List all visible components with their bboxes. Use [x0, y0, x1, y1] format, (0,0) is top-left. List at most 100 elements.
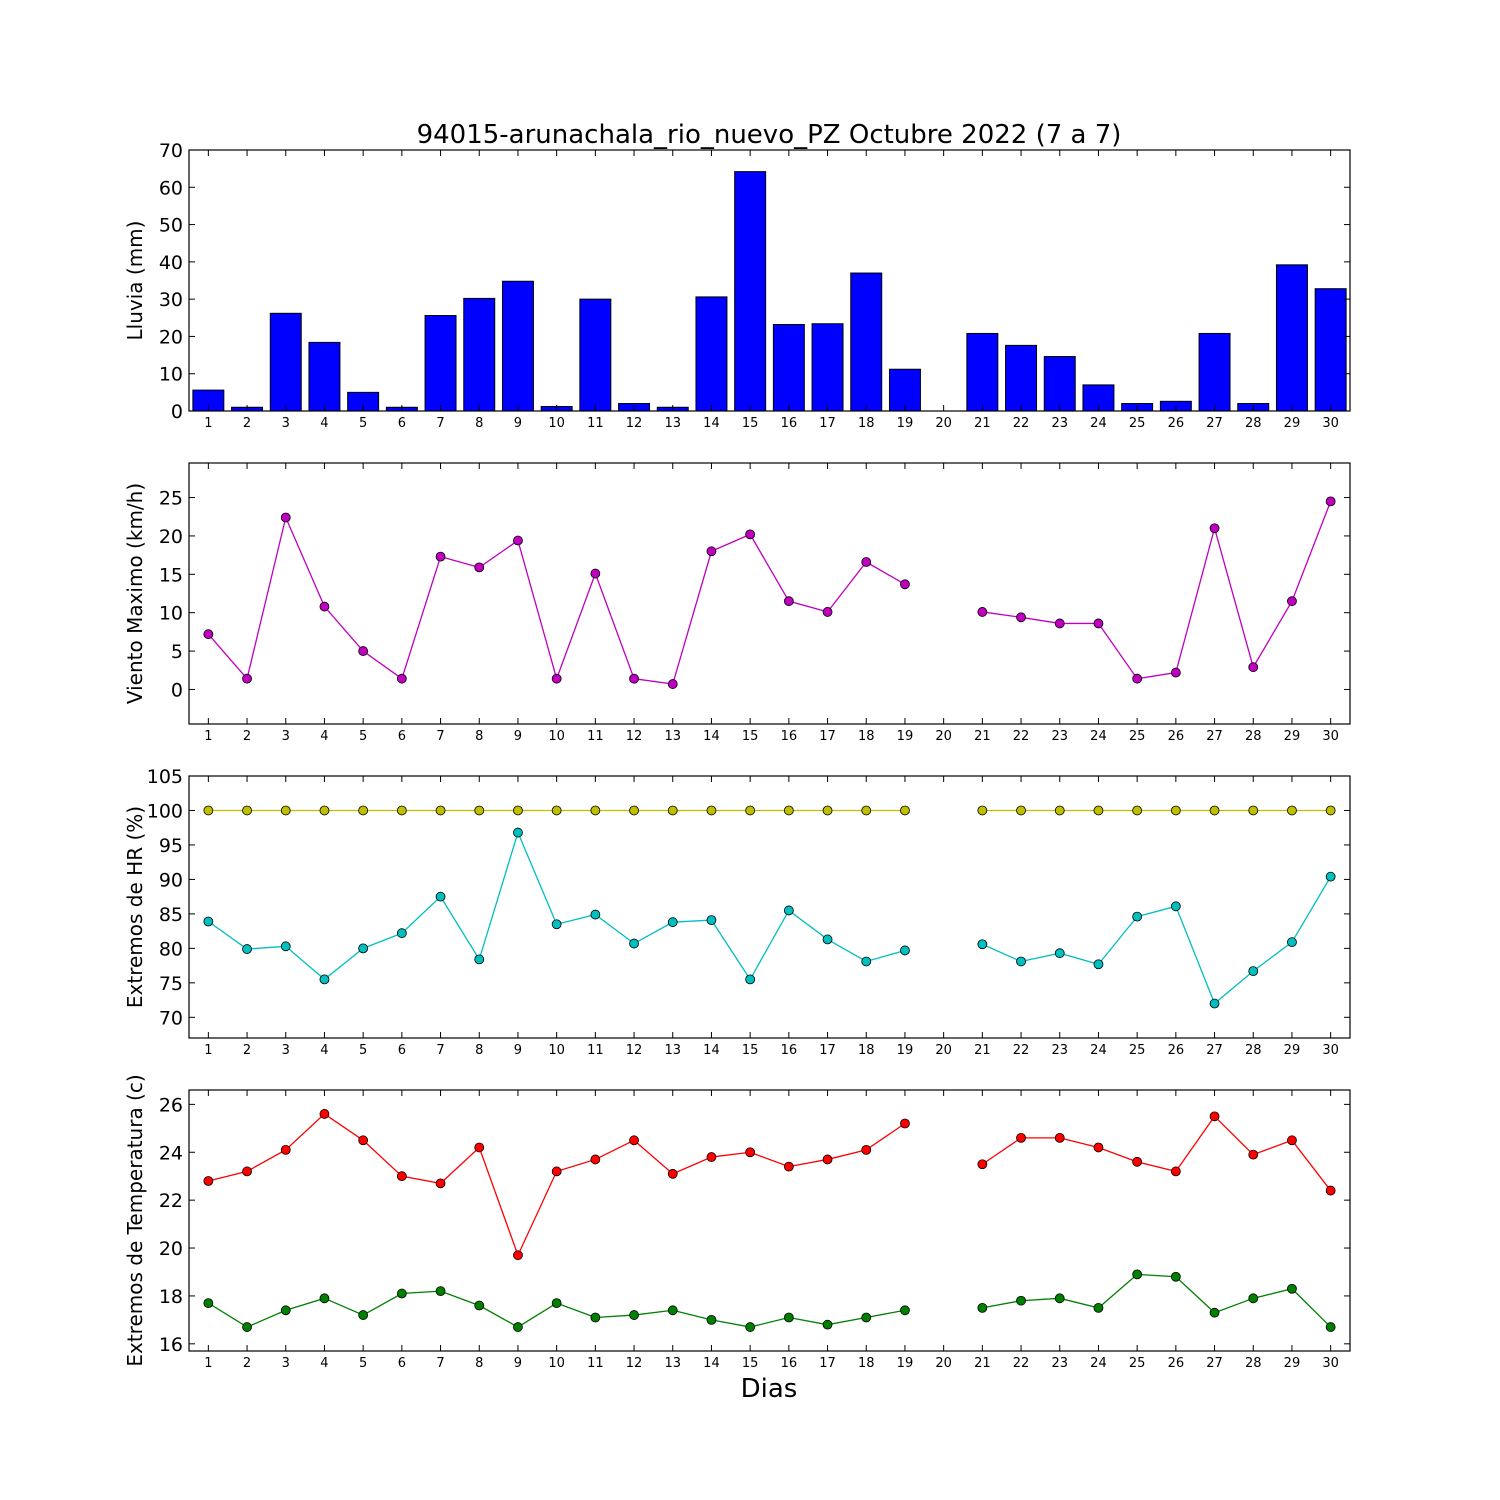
- x-axis-label: Dias: [741, 1374, 798, 1404]
- data-point: [861, 1312, 872, 1323]
- x-tick-label: 2: [243, 416, 251, 431]
- x-tick-label: 3: [282, 729, 290, 744]
- data-point: [1248, 662, 1259, 673]
- x-tick-label: 6: [398, 416, 406, 431]
- data-point: [358, 1135, 369, 1146]
- data-point: [513, 535, 523, 546]
- data-point: [474, 562, 485, 573]
- data-point: [1170, 1271, 1181, 1282]
- data-point: [1287, 1283, 1297, 1294]
- x-tick-label: 10: [548, 1356, 565, 1371]
- x-tick-label: 5: [359, 416, 367, 431]
- x-tick-label: 30: [1322, 1356, 1339, 1371]
- data-point: [783, 1161, 794, 1172]
- data-point: [551, 805, 562, 816]
- data-point: [1093, 618, 1104, 629]
- data-point: [783, 596, 794, 607]
- x-tick-label: 13: [664, 729, 681, 744]
- x-tick-label: 27: [1206, 1043, 1223, 1058]
- data-point: [513, 827, 523, 838]
- x-tick-label: 26: [1168, 729, 1185, 744]
- x-tick-label: 19: [897, 416, 914, 431]
- y-tick-label: 100: [147, 800, 183, 822]
- y-tick-label: 90: [159, 869, 183, 891]
- series-line: [208, 1113, 906, 1257]
- x-tick-label: 28: [1245, 1043, 1262, 1058]
- series-line: [982, 501, 1332, 680]
- series-line: [207, 515, 906, 685]
- y-tick-label: 20: [159, 526, 183, 548]
- x-tick-label: 12: [626, 416, 643, 431]
- series-line: [981, 1115, 1332, 1191]
- x-tick-label: 29: [1284, 416, 1301, 431]
- data-point: [822, 1154, 833, 1165]
- bar: [1275, 264, 1308, 412]
- y-tick-label: 95: [159, 835, 183, 857]
- y-tick-label: 60: [159, 177, 183, 199]
- x-tick-label: 12: [626, 1043, 643, 1058]
- data-point: [745, 805, 756, 816]
- y-axis-label: Extremos de Temperatura (c): [123, 1074, 147, 1366]
- x-tick-label: 25: [1129, 416, 1146, 431]
- data-point: [396, 928, 407, 939]
- data-point: [590, 909, 601, 920]
- data-point: [745, 974, 756, 985]
- x-tick-label: 1: [204, 416, 212, 431]
- x-tick-label: 13: [664, 1356, 681, 1371]
- data-point: [513, 1250, 523, 1261]
- x-tick-label: 19: [897, 1043, 914, 1058]
- x-tick-label: 24: [1090, 1043, 1107, 1058]
- bar: [888, 368, 921, 412]
- x-tick-label: 29: [1284, 1043, 1301, 1058]
- plot-frame: [188, 149, 1351, 412]
- x-tick-label: 21: [974, 1043, 991, 1058]
- data-point: [1287, 1135, 1297, 1146]
- data-point: [706, 915, 717, 925]
- y-tick-label: 10: [159, 603, 183, 625]
- series-1: [203, 805, 1336, 816]
- x-tick-label: 26: [1168, 1043, 1185, 1058]
- y-tick-label: 85: [159, 904, 183, 926]
- y-tick-label: 70: [159, 1007, 183, 1029]
- x-tick-label: 8: [475, 729, 483, 744]
- data-point: [706, 805, 717, 816]
- data-point: [706, 1314, 717, 1325]
- x-tick-label: 20: [935, 1356, 952, 1371]
- x-tick-label: 8: [475, 1043, 483, 1058]
- data-point: [1287, 937, 1297, 948]
- x-tick-label: 14: [703, 1356, 720, 1371]
- y-tick-label: 50: [159, 215, 183, 237]
- data-point: [513, 805, 523, 816]
- x-tick-label: 23: [1051, 1356, 1068, 1371]
- y-tick-label: 5: [171, 641, 183, 663]
- data-point: [667, 1168, 678, 1179]
- data-point: [977, 939, 988, 950]
- data-point: [629, 938, 639, 949]
- x-tick-label: 1: [204, 729, 212, 744]
- x-tick-label: 17: [819, 1356, 836, 1371]
- data-point: [1016, 1295, 1026, 1306]
- data-point: [1016, 1132, 1026, 1143]
- data-point: [396, 673, 407, 684]
- x-tick-label: 20: [935, 416, 952, 431]
- x-tick-label: 19: [897, 729, 914, 744]
- series-1: [203, 496, 1336, 689]
- y-tick-label: 20: [159, 1238, 183, 1260]
- x-tick-label: 15: [742, 416, 759, 431]
- x-tick-label: 25: [1129, 1356, 1146, 1371]
- data-point: [396, 1171, 407, 1182]
- series-2: [203, 1269, 1336, 1332]
- x-tick-label: 7: [436, 416, 444, 431]
- y-axis-label: Extremos de HR (%): [123, 806, 147, 1008]
- y-tick-label: 22: [159, 1190, 183, 1212]
- data-point: [242, 1166, 252, 1177]
- data-point: [977, 805, 988, 816]
- x-tick-label: 5: [359, 1356, 367, 1371]
- x-tick-label: 5: [359, 729, 367, 744]
- x-tick-label: 29: [1284, 729, 1301, 744]
- data-point: [1209, 805, 1220, 816]
- data-point: [629, 1135, 639, 1146]
- data-point: [1132, 1156, 1143, 1167]
- data-point: [977, 1303, 988, 1313]
- x-tick-label: 2: [243, 1043, 251, 1058]
